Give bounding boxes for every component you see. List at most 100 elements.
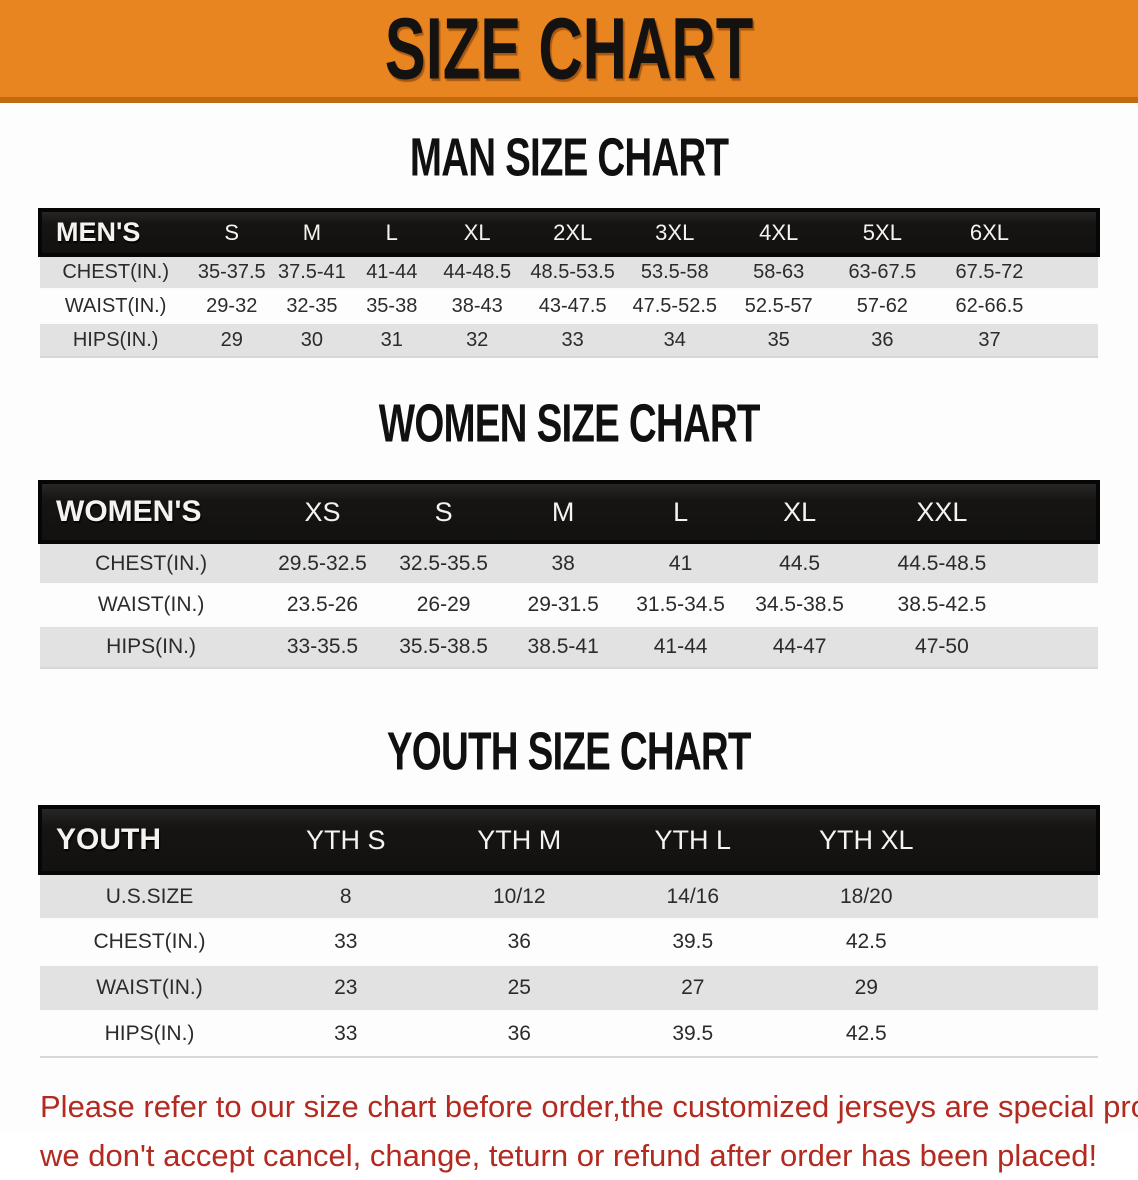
men-row-waist-in: WAIST(IN.) 29-32 32-35 35-38 38-43 43-47.5 47.… [40, 289, 1098, 323]
filler-cell [953, 964, 1098, 1012]
size-value-cell: 29 [779, 964, 953, 1012]
size-value-cell: 44.5-48.5 [859, 541, 1024, 585]
women-row-hips-in: HIPS(IN.) 33-35.5 35.5-38.5 38.5-41 41-44 44-… [40, 625, 1098, 669]
men-column-header: M [272, 208, 352, 257]
row-label: HIPS(IN.) [40, 625, 263, 669]
men-column-filler [1045, 208, 1100, 257]
size-value-cell: 32.5-35.5 [382, 541, 505, 585]
size-value-cell: 33 [334, 930, 358, 953]
youth-column-header: YTH L [606, 805, 780, 875]
men-size-table: MEN'S S M L XL 2XL 3XL 4XL 5XL 6XL CHEST(IN.) 35-37… [37, 208, 1100, 358]
size-value-cell: 63-67.5 [830, 254, 934, 290]
size-value-cell: 35-37.5 [191, 254, 273, 290]
youth-size-table: YOUTH YTH S YTH M YTH L YTH XL U.S.SIZE 8 10/12… [38, 805, 1100, 1058]
size-value-cell: 32 [431, 322, 523, 358]
women-column-header: XL [739, 480, 860, 544]
size-value-cell: 23.5-26 [286, 593, 359, 616]
women-column-header: M [504, 480, 622, 544]
row-label: WAIST(IN.) [97, 593, 205, 616]
size-value-cell: 44-48.5 [431, 254, 523, 290]
size-value-cell: 43-47.5 [538, 294, 607, 317]
size-value-cell: 53.5-58 [622, 254, 727, 290]
page-title: SIZE CHART [384, 0, 754, 98]
men-column-header: S [191, 208, 273, 257]
filler-cell [1045, 254, 1098, 290]
size-value-cell: 34.5-38.5 [755, 593, 844, 616]
size-value-cell: 29-31.5 [527, 593, 599, 616]
disclaimer: Please refer to our size chart before or… [40, 1082, 1138, 1180]
size-value-cell: 14/16 [606, 872, 780, 920]
size-value-cell: 44-47 [739, 625, 860, 669]
size-value-cell: 31 [351, 322, 432, 358]
row-label: U.S.SIZE [40, 872, 259, 920]
filler-cell [1023, 541, 1098, 585]
size-value-cell: 37 [933, 322, 1046, 358]
size-value-cell: 8 [259, 872, 433, 920]
size-value-cell: 52.5-57 [744, 294, 813, 317]
men-row-chest-in: CHEST(IN.) 35-37.5 37.5-41 41-44 44-48.5 48.5… [40, 254, 1098, 290]
youth-row-chest-in: CHEST(IN.) 33 36 39.5 42.5 [40, 919, 1098, 965]
size-value-cell: 47-50 [859, 625, 1024, 669]
men-column-header: XL [431, 208, 523, 257]
size-value-cell: 35.5-38.5 [382, 625, 505, 669]
women-size-table: WOMEN'S XS S M L XL XXL CHEST(IN.) 29.5-32.5 32.5… [37, 480, 1101, 669]
size-value-cell: 57-62 [856, 294, 908, 317]
men-row-hips-in: HIPS(IN.) 29 30 31 32 33 34 35 36 37 [40, 322, 1098, 358]
size-value-cell: 35-38 [366, 294, 418, 317]
men-column-header: 3XL [622, 208, 727, 257]
size-value-cell: 33 [259, 1011, 433, 1058]
men-section-heading-text: MAN SIZE CHART [409, 126, 729, 187]
youth-section-heading: YOUTH SIZE CHART [0, 720, 1138, 781]
filler-cell [953, 919, 1098, 965]
size-value-cell: 39.5 [672, 930, 714, 953]
women-header-row: WOMEN'S XS S M L XL XXL [37, 480, 1101, 544]
size-value-cell: 29.5-32.5 [262, 541, 383, 585]
row-label: HIPS(IN.) [40, 1011, 259, 1058]
size-value-cell: 39.5 [606, 1011, 780, 1058]
size-value-cell: 25 [432, 964, 606, 1012]
men-column-header: 4XL [726, 208, 831, 257]
row-label: WAIST(IN.) [40, 964, 259, 1012]
youth-row-hips-in: HIPS(IN.) 33 36 39.5 42.5 [40, 1011, 1098, 1058]
size-value-cell: 31.5-34.5 [636, 593, 725, 616]
size-value-cell: 18/20 [779, 872, 953, 920]
row-label: HIPS(IN.) [40, 322, 192, 358]
women-row-waist-in: WAIST(IN.) 23.5-26 26-29 29-31.5 31.5-34.5 34… [40, 584, 1098, 626]
size-value-cell: 36 [507, 930, 531, 953]
youth-column-filler [953, 805, 1100, 875]
youth-row-u-s-size: U.S.SIZE 8 10/12 14/16 18/20 [40, 872, 1098, 920]
size-value-cell: 29-32 [206, 294, 258, 317]
size-value-cell: 33 [522, 322, 623, 358]
filler-cell [953, 872, 1098, 920]
women-category-label: WOMEN'S [37, 480, 263, 544]
size-value-cell: 36 [830, 322, 934, 358]
women-column-filler [1023, 480, 1101, 544]
disclaimer-line-1: Please refer to our size chart before or… [40, 1089, 1138, 1124]
youth-column-header: YTH XL [779, 805, 953, 875]
filler-cell [1045, 289, 1098, 323]
men-category-label: MEN'S [37, 208, 192, 257]
size-value-cell: 48.5-53.5 [522, 254, 623, 290]
size-value-cell: 58-63 [726, 254, 831, 290]
filler-cell [1045, 322, 1098, 358]
size-value-cell: 34 [622, 322, 727, 358]
men-column-header: 2XL [522, 208, 623, 257]
size-value-cell: 38-43 [451, 294, 503, 317]
men-section-heading: MAN SIZE CHART [0, 126, 1138, 187]
size-value-cell: 42.5 [845, 930, 887, 953]
size-value-cell: 26-29 [416, 593, 471, 616]
youth-header-row: YOUTH YTH S YTH M YTH L YTH XL [38, 805, 1100, 875]
men-header-row: MEN'S S M L XL 2XL 3XL 4XL 5XL 6XL [37, 208, 1100, 257]
size-value-cell: 38.5-41 [504, 625, 622, 669]
filler-cell [1023, 625, 1098, 669]
size-value-cell: 23 [259, 964, 433, 1012]
size-value-cell: 41 [621, 541, 740, 585]
size-chart-sections: MAN SIZE CHART MEN'S S M L XL 2XL 3XL 4XL 5XL 6XL C… [0, 126, 1138, 1058]
women-column-header: XXL [859, 480, 1024, 544]
size-value-cell: 67.5-72 [933, 254, 1046, 290]
row-label: CHEST(IN.) [40, 541, 263, 585]
size-value-cell: 42.5 [779, 1011, 953, 1058]
size-value-cell: 41-44 [621, 625, 740, 669]
size-value-cell: 29 [191, 322, 273, 358]
disclaimer-line-2: we don't accept cancel, change, teturn o… [40, 1138, 1098, 1173]
